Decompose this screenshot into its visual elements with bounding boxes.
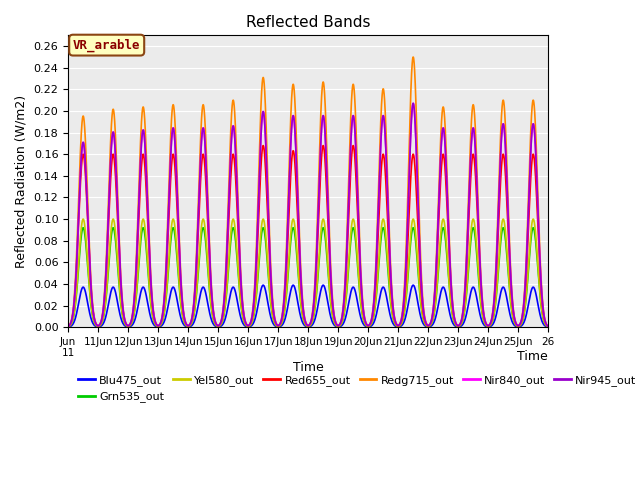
Red655_out — [64, 324, 72, 329]
Grn535_out — [425, 324, 433, 329]
Grn535_out — [280, 314, 287, 320]
Redg715_out — [545, 324, 552, 329]
Redg715_out — [64, 324, 72, 329]
Nir840_out — [81, 154, 89, 160]
Blu475_out — [189, 322, 196, 327]
Line: Yel580_out: Yel580_out — [68, 219, 548, 327]
Grn535_out — [81, 233, 89, 239]
Nir945_out — [425, 323, 433, 328]
Blu475_out — [64, 324, 72, 330]
Blu475_out — [483, 324, 491, 330]
Redg715_out — [483, 322, 491, 327]
Redg715_out — [425, 322, 433, 328]
Grn535_out — [212, 322, 220, 328]
Nir945_out — [212, 320, 220, 325]
X-axis label: Time: Time — [292, 361, 324, 374]
Red655_out — [81, 165, 89, 170]
Nir945_out — [545, 324, 552, 329]
Blu475_out — [212, 324, 220, 329]
Red655_out — [425, 323, 433, 329]
Line: Red655_out: Red655_out — [68, 145, 548, 326]
Yel580_out — [425, 324, 433, 329]
Line: Blu475_out: Blu475_out — [68, 285, 548, 327]
Line: Redg715_out: Redg715_out — [68, 57, 548, 326]
Legend: Blu475_out, Grn535_out, Yel580_out, Red655_out, Redg715_out, Nir840_out, Nir945_: Blu475_out, Grn535_out, Yel580_out, Red6… — [74, 371, 640, 407]
Redg715_out — [280, 300, 287, 306]
Nir840_out — [64, 324, 72, 329]
Red655_out — [212, 320, 220, 326]
Blu475_out — [81, 288, 89, 293]
Text: VR_arable: VR_arable — [73, 38, 140, 52]
Y-axis label: Reflected Radiation (W/m2): Reflected Radiation (W/m2) — [15, 95, 28, 268]
Nir840_out — [280, 303, 287, 309]
Grn535_out — [64, 324, 72, 330]
Nir840_out — [483, 322, 491, 328]
Nir840_out — [189, 312, 196, 318]
Nir840_out — [212, 320, 220, 325]
Grn535_out — [79, 225, 87, 230]
Redg715_out — [212, 319, 220, 325]
Blu475_out — [410, 282, 417, 288]
Yel580_out — [483, 323, 491, 329]
Nir945_out — [280, 303, 287, 309]
Nir840_out — [425, 323, 433, 328]
Yel580_out — [280, 313, 287, 319]
Grn535_out — [483, 323, 491, 329]
Red655_out — [545, 324, 552, 329]
Line: Grn535_out: Grn535_out — [68, 228, 548, 327]
Redg715_out — [81, 130, 89, 135]
Yel580_out — [189, 317, 196, 323]
Text: Time: Time — [518, 350, 548, 363]
Title: Reflected Bands: Reflected Bands — [246, 15, 371, 30]
Grn535_out — [189, 318, 196, 324]
Red655_out — [189, 313, 196, 319]
Redg715_out — [189, 311, 196, 316]
Yel580_out — [212, 322, 220, 328]
Nir945_out — [483, 322, 491, 328]
Red655_out — [483, 322, 491, 328]
Blu475_out — [280, 320, 287, 326]
Nir945_out — [81, 154, 89, 160]
Redg715_out — [410, 54, 417, 60]
Yel580_out — [545, 324, 552, 330]
Red655_out — [349, 143, 357, 148]
Line: Nir840_out: Nir840_out — [68, 103, 548, 326]
Nir840_out — [545, 324, 552, 329]
Nir840_out — [410, 100, 417, 106]
Nir945_out — [410, 100, 417, 106]
Nir945_out — [189, 312, 196, 318]
Yel580_out — [81, 225, 89, 231]
Yel580_out — [64, 324, 72, 330]
Red655_out — [280, 307, 287, 312]
Blu475_out — [425, 324, 433, 330]
Grn535_out — [545, 324, 552, 330]
Blu475_out — [545, 324, 552, 330]
Nir945_out — [64, 324, 72, 329]
Line: Nir945_out: Nir945_out — [68, 103, 548, 326]
Yel580_out — [79, 216, 87, 222]
